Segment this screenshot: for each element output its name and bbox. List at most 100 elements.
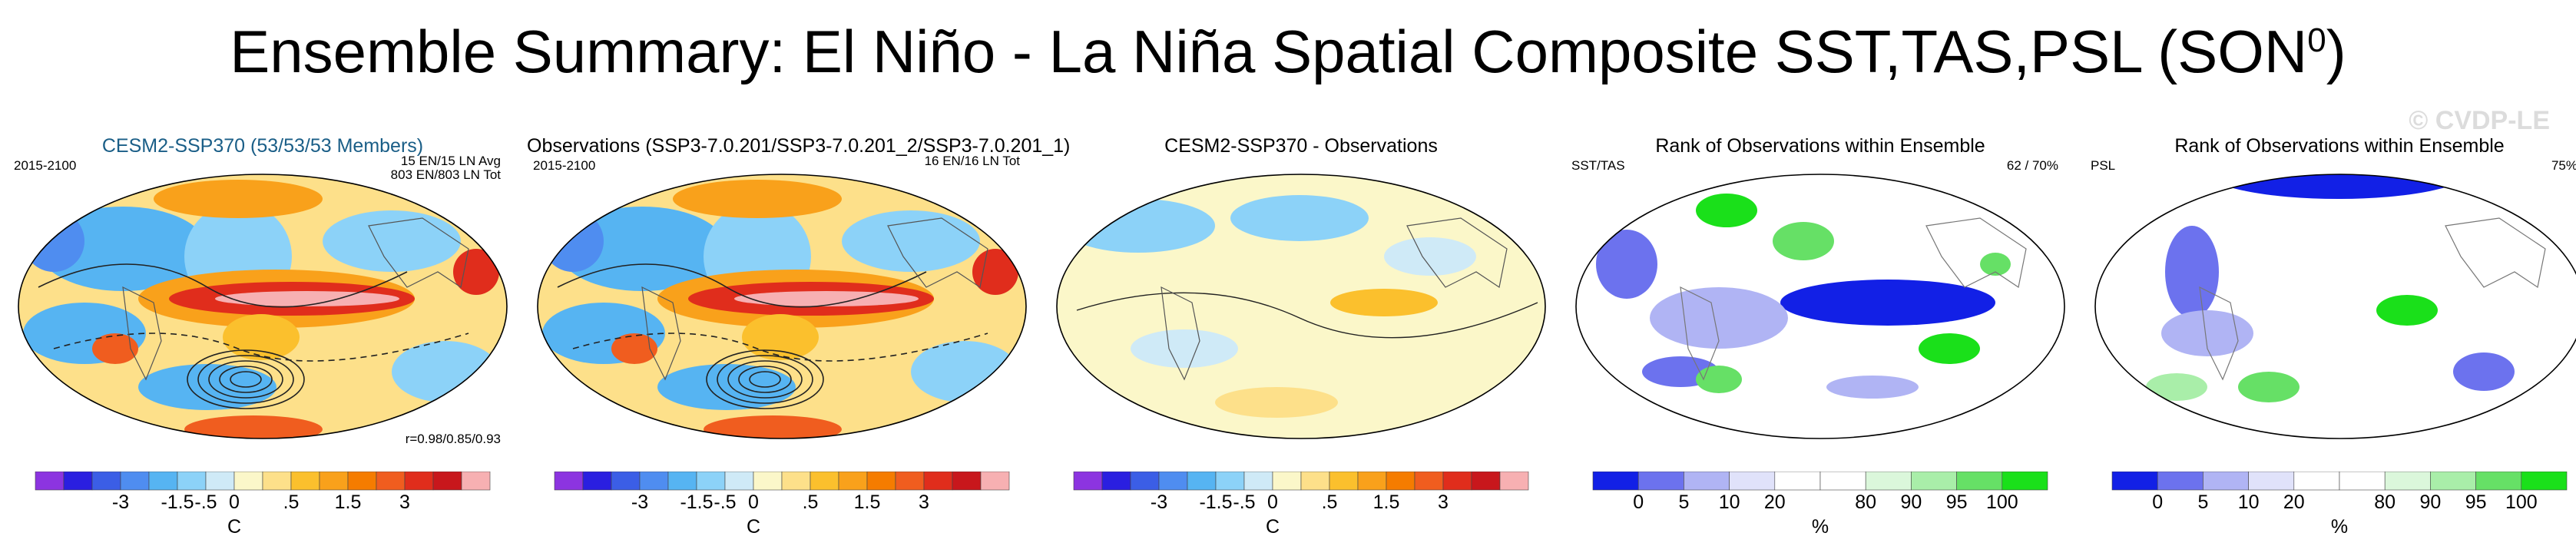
- panel-note: 803 EN/803 LN Tot: [390, 167, 501, 182]
- colorbar-tick-label: -.5: [194, 491, 217, 513]
- colorbar-swatch: [1187, 472, 1217, 491]
- colorbar-tick-label: 95: [2465, 491, 2487, 513]
- rank-low: [1650, 287, 1788, 349]
- colorbar-swatch: [404, 472, 434, 491]
- colorbar-swatch: [2002, 472, 2048, 491]
- world-map: [1575, 174, 2065, 439]
- cool-anomaly: [392, 341, 499, 402]
- colorbar-swatch: [2293, 472, 2340, 491]
- colorbar-swatch: [2384, 472, 2431, 491]
- cool-anomaly: [1230, 195, 1369, 241]
- page-title: Ensemble Summary: El Niño - La Niña Spat…: [230, 18, 2346, 85]
- colorbar-swatch: [1499, 472, 1529, 491]
- colorbar-tick-label: 80: [1855, 491, 1877, 513]
- colorbar-tick-label: 20: [1763, 491, 1786, 513]
- rank-low: [2161, 310, 2253, 356]
- warm-anomaly: [611, 333, 657, 364]
- colorbar-tick-label: 90: [1900, 491, 1922, 513]
- panel-percent: 75%: [2551, 158, 2576, 173]
- colorbar-swatch: [952, 472, 982, 491]
- colorbar-swatch: [461, 472, 491, 491]
- warm-anomaly: [215, 291, 399, 306]
- colorbar-swatch: [696, 472, 726, 491]
- colorbar-tick-label: 3: [399, 491, 410, 513]
- colorbar-swatch: [810, 472, 839, 491]
- colorbar: [35, 472, 491, 491]
- colorbar-swatch: [1158, 472, 1188, 491]
- rank-low: [1826, 376, 1919, 399]
- colorbar-swatch: [895, 472, 925, 491]
- colorbar-swatch: [1442, 472, 1472, 491]
- colorbar: [1592, 472, 2048, 491]
- colorbar-tick-label: 0: [1633, 491, 1644, 513]
- colorbar-swatch: [319, 472, 349, 491]
- colorbar-tick-label: 1.5: [853, 491, 881, 513]
- colorbar-tick-label: 5: [1678, 491, 1690, 513]
- rank-low: [1596, 230, 1657, 299]
- map-panel-5: Rank of Observations within Ensemble PSL 7…: [2084, 123, 2576, 538]
- panel-years: 2015-2100: [533, 158, 596, 173]
- colorbar-swatch: [1471, 472, 1501, 491]
- rank-high: [2238, 372, 2300, 402]
- warm-anomaly: [1215, 387, 1338, 418]
- colorbar-tick-label: 0: [748, 491, 759, 513]
- colorbar-swatch: [148, 472, 178, 491]
- colorbar-swatch: [1637, 472, 1684, 491]
- colorbar-unit: C: [227, 516, 242, 538]
- colorbar-tick-label: 10: [1718, 491, 1740, 513]
- colorbar-swatch: [753, 472, 783, 491]
- colorbar-swatch: [2521, 472, 2568, 491]
- colorbar-tick-label: 3: [1438, 491, 1449, 513]
- rank-high: [1919, 333, 1980, 364]
- panel-percent: 62 / 70%: [2006, 158, 2058, 173]
- colorbar-tick-label: 1.5: [1372, 491, 1400, 513]
- warm-anomaly: [972, 249, 1018, 295]
- colorbar-tick-label: 3: [919, 491, 929, 513]
- warm-anomaly: [154, 180, 323, 218]
- colorbar-swatch: [1300, 472, 1330, 491]
- colorbar-swatch: [2475, 472, 2522, 491]
- colorbar-swatch: [1101, 472, 1131, 491]
- colorbar-swatch: [347, 472, 377, 491]
- colorbar: [1073, 472, 1529, 491]
- colorbar: [554, 472, 1010, 491]
- panel-variable-label: PSL: [2091, 158, 2116, 173]
- colorbar-swatch: [2157, 472, 2204, 491]
- colorbar-swatch: [120, 472, 150, 491]
- colorbar-tick-label: 100: [1985, 491, 2018, 513]
- colorbar-tick-label: -3: [1150, 491, 1168, 513]
- rank-low: [2207, 174, 2468, 199]
- colorbar-tick-label: -1.5: [161, 491, 194, 513]
- colorbar-tick-label: 0: [2152, 491, 2164, 513]
- colorbar-tick-label: 100: [2505, 491, 2538, 513]
- colorbar-tick-label: 1.5: [334, 491, 362, 513]
- colorbar-swatch: [233, 472, 263, 491]
- colorbar-swatch: [980, 472, 1010, 491]
- rank-low: [2165, 226, 2219, 318]
- colorbar-swatch: [582, 472, 612, 491]
- colorbar-swatch: [724, 472, 754, 491]
- cool-anomaly: [1384, 237, 1476, 276]
- panel-variable-label: SST/TAS: [1571, 158, 1625, 173]
- rank-high: [1980, 253, 2011, 276]
- colorbar-swatch: [2339, 472, 2386, 491]
- colorbar-swatch: [639, 472, 669, 491]
- rank-high: [1773, 222, 1834, 260]
- map-panel-3: CESM2-SSP370 - Observations -3 -1.5 -.5 0 .5 1…: [1046, 123, 1556, 538]
- colorbar-swatch: [1956, 472, 2003, 491]
- warm-anomaly: [742, 314, 819, 360]
- rank-high: [1696, 366, 1742, 393]
- colorbar-swatch: [923, 472, 953, 491]
- colorbar-tick-label: -.5: [1233, 491, 1256, 513]
- colorbar-swatch: [554, 472, 584, 491]
- colorbar: [2111, 472, 2568, 491]
- panel-title: Rank of Observations within Ensemble: [1655, 135, 1985, 157]
- colorbar-swatch: [35, 472, 65, 491]
- cool-anomaly: [657, 364, 796, 410]
- colorbar-unit: %: [2330, 516, 2349, 538]
- panel-note: 16 EN/16 LN Tot: [924, 154, 1020, 168]
- cool-anomaly: [911, 341, 1018, 402]
- colorbar-swatch: [1243, 472, 1273, 491]
- colorbar-swatch: [2248, 472, 2295, 491]
- panel-title: Observations (SSP3-7.0.201/SSP3-7.0.201_…: [527, 135, 1071, 157]
